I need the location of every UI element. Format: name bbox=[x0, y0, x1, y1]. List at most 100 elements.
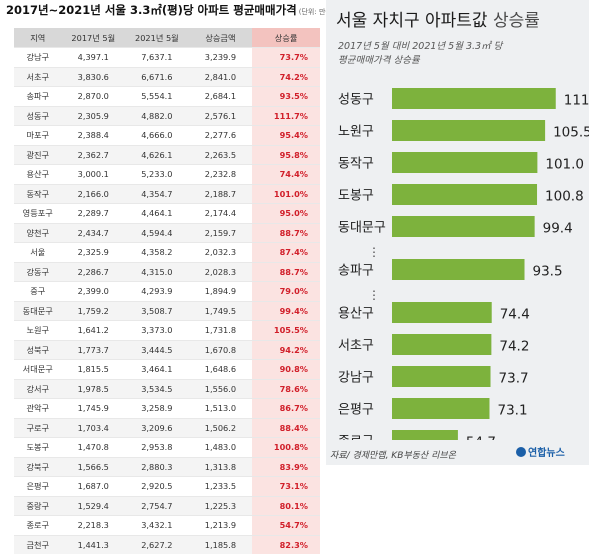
category-label: 동작구 bbox=[338, 157, 374, 172]
table-cell: 4,397.1 bbox=[61, 48, 125, 68]
table-cell: 78.6% bbox=[252, 379, 320, 399]
value-label: 93.5 bbox=[533, 264, 563, 280]
table-cell: 86.7% bbox=[252, 399, 320, 419]
table-cell: 1,745.9 bbox=[61, 399, 125, 419]
table-cell: 2,920.5 bbox=[125, 477, 189, 497]
table-cell: 동대문구 bbox=[14, 301, 61, 321]
table-cell: 83.9% bbox=[252, 457, 320, 477]
table-cell: 2,880.3 bbox=[125, 457, 189, 477]
table-cell: 74.4% bbox=[252, 165, 320, 185]
table-cell: 서초구 bbox=[14, 67, 61, 87]
value-label: 73.1 bbox=[497, 403, 527, 419]
table-cell: 5,233.0 bbox=[125, 165, 189, 185]
table-cell: 3,432.1 bbox=[125, 516, 189, 536]
category-label: 동대문구 bbox=[338, 221, 386, 236]
table-cell: 2,399.0 bbox=[61, 282, 125, 302]
table-cell: 1,731.8 bbox=[189, 321, 253, 341]
table-cell: 1,470.8 bbox=[61, 438, 125, 458]
table-cell: 4,464.1 bbox=[125, 204, 189, 224]
bar-송파구 bbox=[392, 259, 525, 280]
table-cell: 2,325.9 bbox=[61, 243, 125, 263]
table-cell: 79.0% bbox=[252, 282, 320, 302]
table-cell: 95.0% bbox=[252, 204, 320, 224]
table-cell: 3,258.9 bbox=[125, 399, 189, 419]
table-cell: 3,444.5 bbox=[125, 340, 189, 360]
table-cell: 중랑구 bbox=[14, 496, 61, 516]
table-cell: 2,188.7 bbox=[189, 184, 253, 204]
bar-도봉구 bbox=[392, 184, 537, 205]
category-label: 송파구 bbox=[338, 264, 374, 279]
table-cell: 105.5% bbox=[252, 321, 320, 341]
table-cell: 동작구 bbox=[14, 184, 61, 204]
table-cell: 99.4% bbox=[252, 301, 320, 321]
table-cell: 4,315.0 bbox=[125, 262, 189, 282]
bar-서초구 bbox=[392, 334, 491, 355]
table-cell: 강서구 bbox=[14, 379, 61, 399]
gap-marker: ⋮ bbox=[368, 288, 380, 302]
table-cell: 2,159.7 bbox=[189, 223, 253, 243]
bar-용산구 bbox=[392, 302, 492, 323]
category-label: 성동구 bbox=[338, 93, 374, 108]
table-cell: 3,239.9 bbox=[189, 48, 253, 68]
table-cell: 95.8% bbox=[252, 145, 320, 165]
bar-chart: 성동구111.7%노원구105.5동작구101.0도봉구100.8동대문구99.… bbox=[326, 80, 589, 440]
chart-title-tail: 상승률 bbox=[493, 11, 540, 31]
table-cell: 2,684.1 bbox=[189, 87, 253, 107]
table-cell: 2,576.1 bbox=[189, 106, 253, 126]
table-cell: 1,185.8 bbox=[189, 535, 253, 554]
table-cell: 강남구 bbox=[14, 48, 61, 68]
bar-은평구 bbox=[392, 398, 489, 419]
table-cell: 2,388.4 bbox=[61, 126, 125, 146]
table-cell: 2,362.7 bbox=[61, 145, 125, 165]
table-cell: 1,687.0 bbox=[61, 477, 125, 497]
table-header-cell: 2021년 5월 bbox=[125, 28, 189, 48]
table-header-cell: 지역 bbox=[14, 28, 61, 48]
table-cell: 관악구 bbox=[14, 399, 61, 419]
table-cell: 서대문구 bbox=[14, 360, 61, 380]
table-cell: 1,529.4 bbox=[61, 496, 125, 516]
bar-성동구 bbox=[392, 88, 556, 109]
table-cell: 1,641.2 bbox=[61, 321, 125, 341]
value-label: 74.4 bbox=[500, 307, 530, 323]
table-cell: 82.3% bbox=[252, 535, 320, 554]
table-cell: 4,354.7 bbox=[125, 184, 189, 204]
category-label: 용산구 bbox=[338, 307, 374, 322]
table-cell: 4,666.0 bbox=[125, 126, 189, 146]
table-cell: 2,286.7 bbox=[61, 262, 125, 282]
table-cell: 1,978.5 bbox=[61, 379, 125, 399]
chart-subtitle-line1: 2017년 5월 대비 2021년 5월 3.3㎡ 당 bbox=[338, 40, 502, 54]
table-cell: 영등포구 bbox=[14, 204, 61, 224]
table-cell: 노원구 bbox=[14, 321, 61, 341]
source-note: 자료/ 경제만랩, KB부동산 리브온 bbox=[330, 448, 456, 461]
table-cell: 중구 bbox=[14, 282, 61, 302]
table-cell: 2,028.3 bbox=[189, 262, 253, 282]
table-cell: 88.7% bbox=[252, 262, 320, 282]
table-cell: 1,773.7 bbox=[61, 340, 125, 360]
table-cell: 3,209.6 bbox=[125, 418, 189, 438]
logo-icon bbox=[516, 447, 526, 457]
table-cell: 종로구 bbox=[14, 516, 61, 536]
table-cell: 1,670.8 bbox=[189, 340, 253, 360]
table-cell: 2,289.7 bbox=[61, 204, 125, 224]
table-cell: 4,594.4 bbox=[125, 223, 189, 243]
table-cell: 3,000.1 bbox=[61, 165, 125, 185]
table-title-text: 2017년~2021년 서울 3.3㎡(평)당 아파트 평균매매가격 bbox=[6, 3, 297, 17]
category-label: 강남구 bbox=[338, 371, 374, 386]
value-label: 111.7% bbox=[564, 93, 589, 109]
chart-title: 서울 자치구 아파트값 상승률 bbox=[336, 6, 540, 31]
bar-동작구 bbox=[392, 152, 537, 173]
table-cell: 111.7% bbox=[252, 106, 320, 126]
